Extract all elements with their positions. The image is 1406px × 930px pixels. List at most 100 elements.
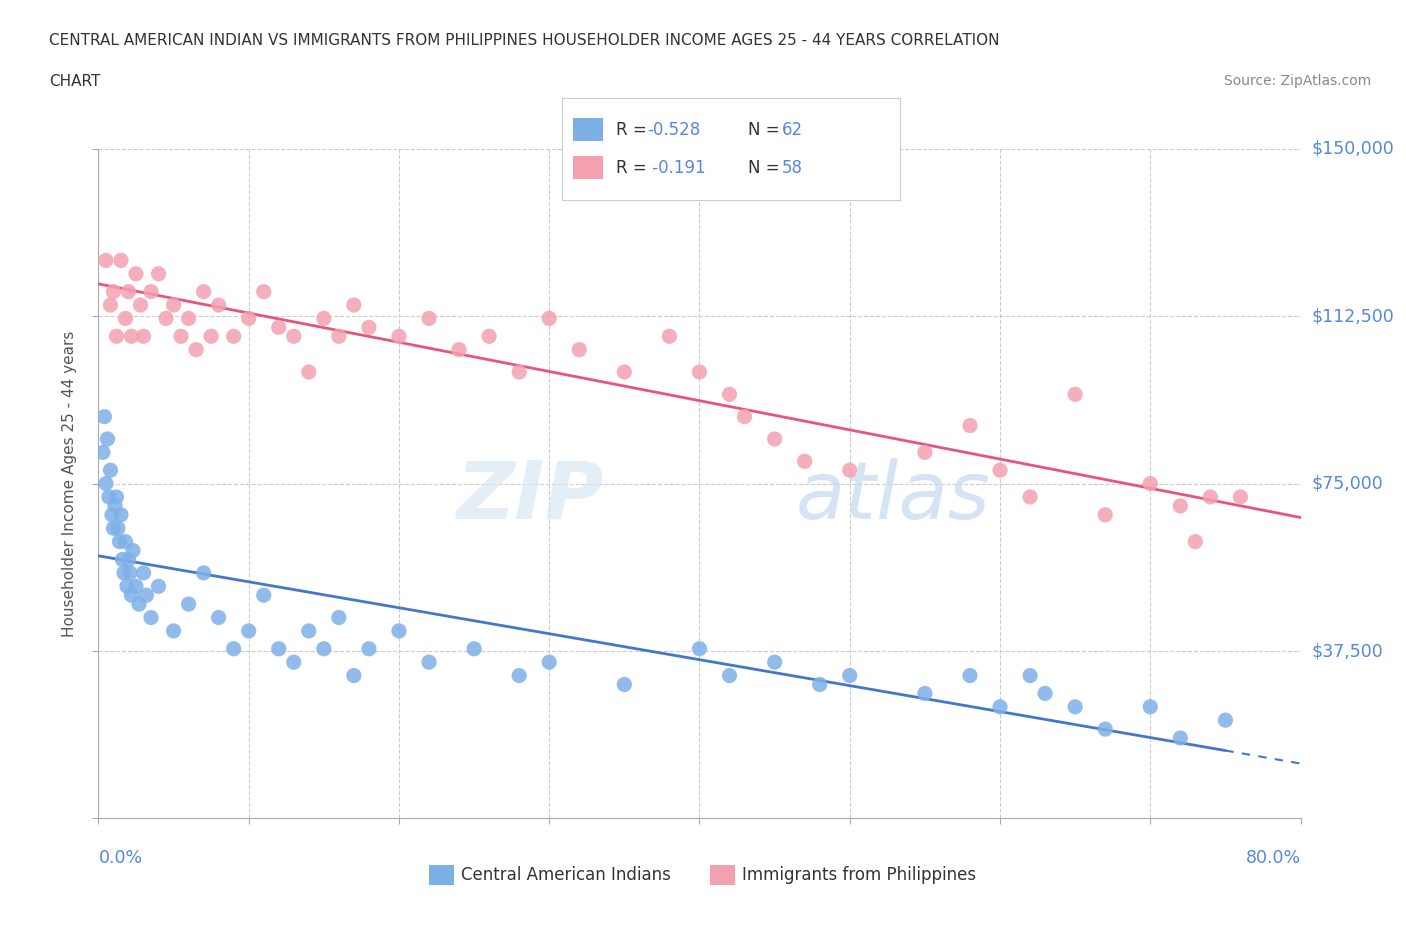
- Point: [91, 106, 114, 121]
- Point: [121, 588, 143, 603]
- Point: [117, 285, 139, 299]
- Point: [103, 521, 125, 536]
- Point: [94, 476, 117, 491]
- Point: [688, 365, 710, 379]
- Point: [148, 266, 170, 281]
- Point: [253, 285, 276, 299]
- Text: $75,000: $75,000: [1312, 474, 1384, 493]
- Point: [988, 463, 1011, 478]
- Point: [112, 565, 135, 580]
- Point: [1064, 387, 1087, 402]
- Text: N =: N =: [748, 121, 785, 139]
- Point: [222, 329, 245, 344]
- Point: [1215, 712, 1237, 727]
- Point: [328, 610, 350, 625]
- Point: [959, 668, 981, 683]
- Point: [808, 677, 831, 692]
- Text: CENTRAL AMERICAN INDIAN VS IMMIGRANTS FROM PHILIPPINES HOUSEHOLDER INCOME AGES 2: CENTRAL AMERICAN INDIAN VS IMMIGRANTS FR…: [49, 33, 1000, 47]
- Y-axis label: Householder Income Ages 25 - 44 years: Householder Income Ages 25 - 44 years: [62, 330, 77, 637]
- Point: [208, 298, 231, 312]
- Point: [418, 311, 440, 325]
- Text: CHART: CHART: [49, 74, 101, 89]
- Point: [1229, 489, 1251, 504]
- Point: [357, 320, 380, 335]
- Point: [139, 610, 162, 625]
- Point: [115, 578, 138, 593]
- Point: [688, 642, 710, 657]
- Point: [1033, 686, 1056, 701]
- Point: [100, 463, 122, 478]
- Point: [93, 409, 115, 424]
- Point: [763, 655, 786, 670]
- Point: [988, 699, 1011, 714]
- Point: [125, 578, 148, 593]
- Point: [914, 445, 936, 459]
- Point: [1094, 722, 1116, 737]
- Point: [838, 668, 860, 683]
- Point: [100, 298, 122, 312]
- Point: [1170, 731, 1192, 746]
- Point: [101, 508, 124, 523]
- Text: Source: ZipAtlas.com: Source: ZipAtlas.com: [1223, 74, 1371, 88]
- Text: R =: R =: [616, 121, 652, 139]
- Point: [418, 655, 440, 670]
- Point: [283, 329, 305, 344]
- Point: [328, 329, 350, 344]
- Point: [538, 655, 561, 670]
- Point: [357, 642, 380, 657]
- Point: [283, 655, 305, 670]
- Text: ZIP: ZIP: [456, 458, 603, 536]
- Point: [170, 329, 193, 344]
- Point: [508, 365, 530, 379]
- Text: 80.0%: 80.0%: [1246, 849, 1301, 867]
- Point: [94, 253, 117, 268]
- Point: [267, 642, 290, 657]
- Point: [447, 342, 470, 357]
- Text: atlas: atlas: [796, 458, 990, 536]
- Point: [267, 320, 290, 335]
- Point: [1019, 668, 1042, 683]
- Point: [177, 311, 200, 325]
- Point: [538, 311, 561, 325]
- Point: [107, 521, 129, 536]
- Point: [959, 418, 981, 433]
- Point: [312, 642, 335, 657]
- Point: [343, 668, 366, 683]
- Point: [613, 677, 636, 692]
- Point: [222, 642, 245, 657]
- Point: [388, 623, 411, 638]
- Point: [298, 623, 321, 638]
- Text: $150,000: $150,000: [1312, 140, 1395, 158]
- Point: [128, 597, 150, 612]
- Point: [132, 565, 155, 580]
- Point: [298, 365, 321, 379]
- Point: [613, 365, 636, 379]
- Point: [114, 534, 136, 549]
- Point: [718, 387, 741, 402]
- Point: [111, 552, 134, 567]
- Point: [238, 623, 260, 638]
- Point: [763, 432, 786, 446]
- Text: N =: N =: [748, 159, 785, 177]
- Point: [568, 342, 591, 357]
- Point: [1064, 699, 1087, 714]
- Point: [129, 298, 152, 312]
- Point: [184, 342, 207, 357]
- Point: [121, 329, 143, 344]
- Point: [122, 543, 145, 558]
- Point: [105, 489, 128, 504]
- Point: [1094, 508, 1116, 523]
- Point: [718, 668, 741, 683]
- Point: [463, 642, 485, 657]
- Point: [312, 311, 335, 325]
- Bar: [572, 156, 603, 179]
- Point: [1139, 699, 1161, 714]
- Text: 0.0%: 0.0%: [98, 849, 142, 867]
- Point: [139, 285, 162, 299]
- Point: [1184, 534, 1206, 549]
- Point: [914, 686, 936, 701]
- Point: [117, 552, 139, 567]
- Point: [193, 565, 215, 580]
- Point: [177, 597, 200, 612]
- Point: [658, 329, 681, 344]
